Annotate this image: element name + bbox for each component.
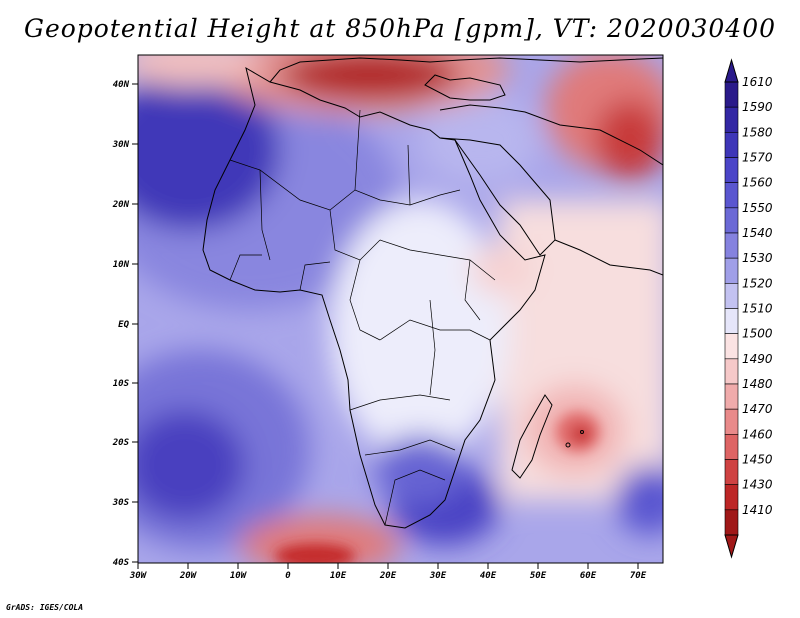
colorbar-label: 1550 (742, 201, 773, 215)
coastlines (202, 57, 663, 529)
colorbar-label: 1570 (742, 151, 773, 165)
colorbar-swatch (724, 383, 739, 410)
colorbar-label: 1510 (742, 302, 773, 316)
colorbar-label: 1520 (742, 276, 773, 290)
reunion-island (565, 442, 571, 448)
lat-label: 40N (113, 80, 130, 90)
colorbar-label: 1450 (742, 453, 773, 467)
colorbar-swatch (724, 132, 739, 158)
asia-coast (439, 104, 663, 166)
lon-label: 70E (630, 571, 647, 581)
lon-label: 10W (230, 571, 248, 581)
colorbar-max-arrow (724, 58, 739, 83)
colorbar-swatch (724, 207, 739, 234)
colorbar-label: 1490 (742, 352, 773, 366)
lat-label: 20S (112, 438, 130, 448)
lon-label: 10E (330, 571, 347, 581)
colorbar-min-arrow (724, 534, 739, 559)
colorbar-label: 1530 (742, 251, 773, 265)
lat-label: 30N (112, 140, 130, 150)
lat-label: EQ (118, 320, 129, 330)
lon-label: 40E (480, 571, 497, 581)
colorbar-label: 1540 (742, 226, 773, 240)
chart-title: Geopotential Height at 850hPa [gpm], VT:… (23, 14, 777, 43)
colorbar-label: 1470 (742, 402, 773, 416)
colorbar-swatch (724, 358, 739, 385)
tick-marks (132, 83, 639, 569)
colorbar-label: 1500 (742, 327, 773, 341)
country-borders (229, 109, 496, 526)
colorbar-swatch (724, 232, 739, 259)
colorbar-swatch (724, 283, 739, 309)
lon-label: 60E (580, 571, 597, 581)
africa-outline (202, 66, 546, 529)
colorbar-label: 1410 (742, 503, 773, 517)
colorbar-label: 1480 (742, 377, 773, 391)
lat-label: 30S (112, 498, 130, 508)
europe-coast (269, 57, 663, 83)
colorbar-swatch (724, 434, 739, 460)
colorbar-label: 1610 (742, 75, 773, 89)
colorbar-label: 1580 (742, 125, 773, 139)
colorbar-swatch (724, 459, 739, 485)
lon-label: 20W (179, 571, 198, 581)
lon-axis-labels: 30W 20W 10W 0 10E 20E 30E 40E 50E 60E 70… (129, 571, 647, 581)
turkey-outline (424, 74, 506, 101)
colorbar-swatch (724, 308, 739, 334)
colorbar: 1610 1590 1580 1570 1560 1550 1540 1530 1520 1510… (724, 58, 773, 559)
plot-frame (137, 54, 664, 564)
colorbar-swatch (724, 81, 739, 108)
madagascar-outline (511, 394, 553, 479)
colorbar-swatch (724, 182, 739, 209)
lon-label: 30W (129, 571, 148, 581)
lon-label: 0 (285, 571, 291, 581)
grads-credit: GrADS: IGES/COLA (6, 603, 84, 612)
lon-label: 30E (429, 571, 447, 581)
lat-label: 20N (112, 200, 130, 210)
colorbar-swatch (724, 509, 739, 536)
colorbar-label: 1590 (742, 100, 773, 114)
colorbar-swatch (724, 157, 739, 183)
gulf-coast (554, 239, 663, 276)
lon-label: 20E (379, 571, 397, 581)
lat-axis-labels: 40N 30N 20N 10N EQ 10S 20S 30S 40S (112, 80, 130, 568)
colorbar-label: 1460 (742, 427, 773, 441)
colorbar-label: 1430 (742, 478, 773, 492)
colorbar-swatch (724, 408, 739, 435)
mauritius-island (580, 430, 584, 434)
colorbar-swatch (724, 106, 739, 133)
colorbar-swatch (724, 333, 739, 360)
colorbar-swatch (724, 257, 739, 284)
colorbar-swatch (724, 484, 739, 511)
colorbar-label: 1560 (742, 176, 773, 190)
lon-label: 50E (530, 571, 547, 581)
lat-label: 40S (113, 558, 130, 568)
geopotential-field (138, 55, 663, 563)
lat-label: 10S (113, 379, 130, 389)
lat-label: 10N (113, 260, 130, 270)
